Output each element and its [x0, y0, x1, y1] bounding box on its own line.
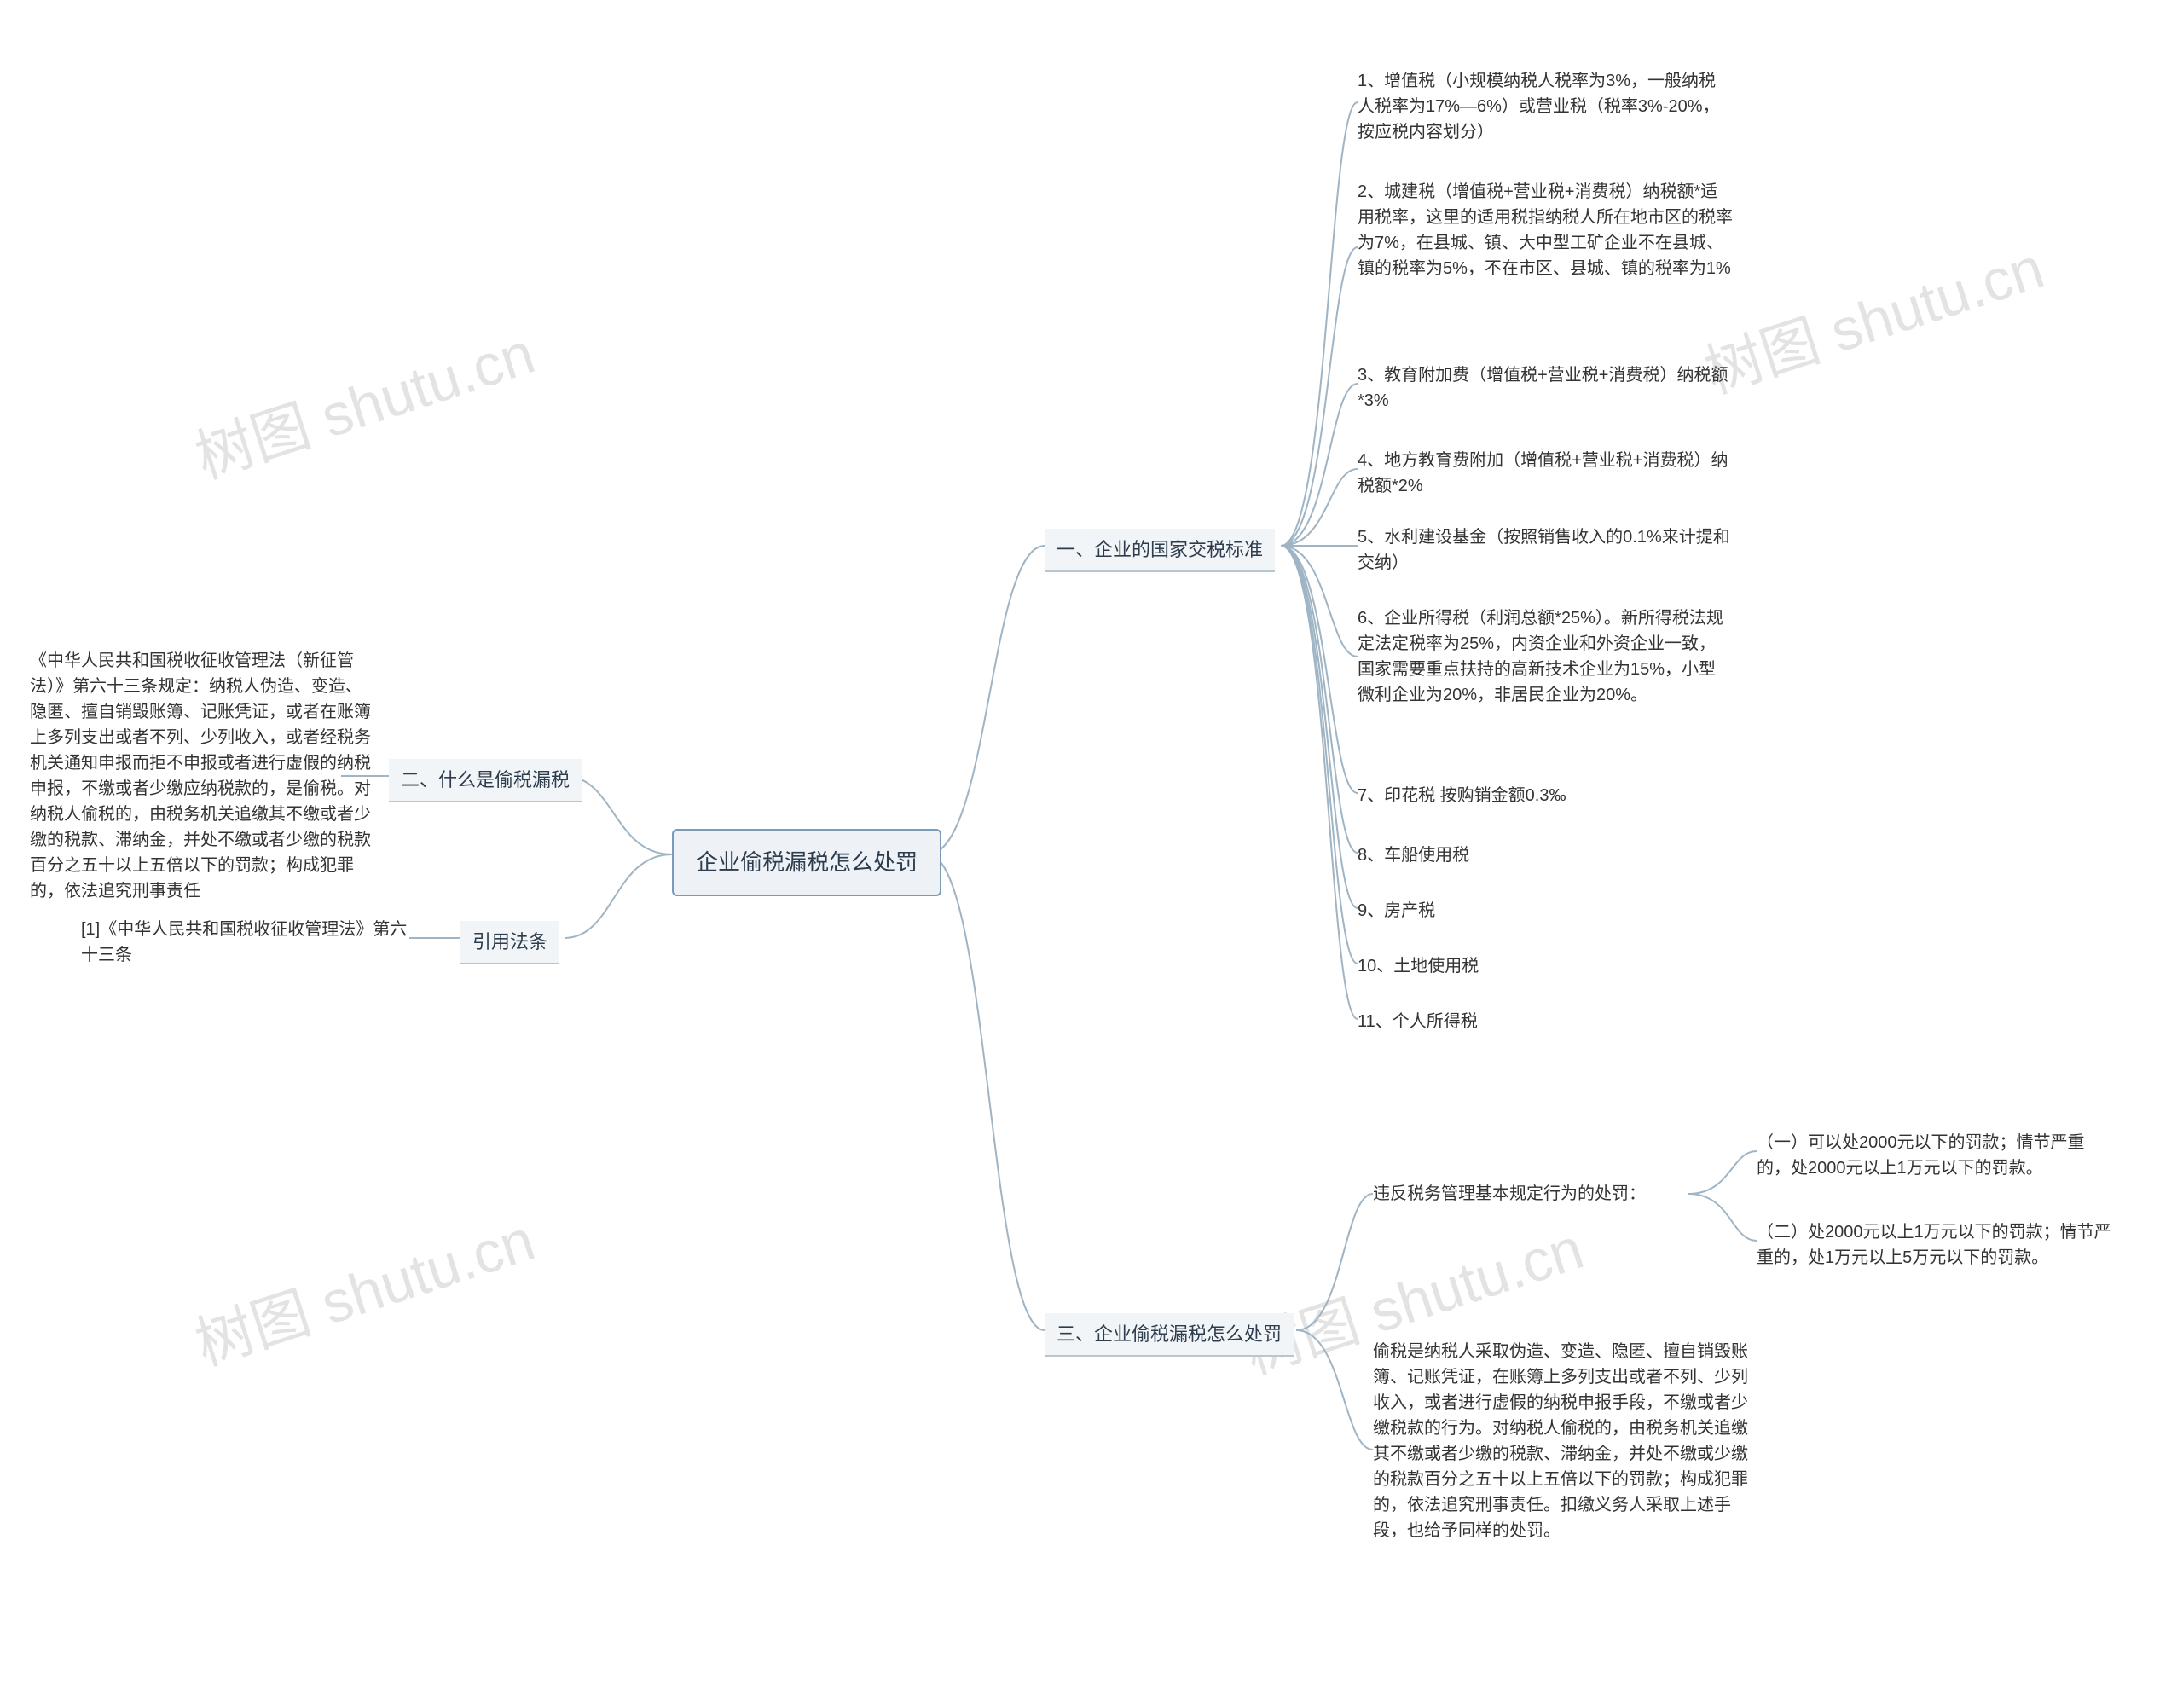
root-node: 企业偷税漏税怎么处罚 — [672, 829, 941, 896]
leaf-s2-text: 《中华人民共和国税收征收管理法（新征管法）》第六十三条规定：纳税人伪造、变造、隐… — [30, 648, 371, 904]
leaf-s1-1: 1、增值税（小规模纳税人税率为3%，一般纳税人税率为17%—6%）或营业税（税率… — [1358, 68, 1733, 145]
watermark: 树图 shutu.cn — [183, 306, 543, 495]
leaf-s1-10: 10、土地使用税 — [1358, 953, 1479, 979]
leaf-s3-sub1-2: （二）处2000元以上1万元以下的罚款；情节严重的，处1万元以上5万元以下的罚款… — [1757, 1219, 2115, 1271]
leaf-s1-6: 6、企业所得税（利润总额*25%）。新所得税法规定法定税率为25%，内资企业和外… — [1358, 605, 1733, 708]
branch-section1: 一、企业的国家交税标准 — [1045, 529, 1275, 572]
leaf-s1-11: 11、个人所得税 — [1358, 1009, 1478, 1034]
leaf-s1-3: 3、教育附加费（增值税+营业税+消费税）纳税额*3% — [1358, 362, 1733, 414]
branch-section3: 三、企业偷税漏税怎么处罚 — [1045, 1313, 1294, 1357]
branch-ref: 引用法条 — [460, 921, 559, 964]
leaf-s1-2: 2、城建税（增值税+营业税+消费税）纳税额*适用税率，这里的适用税指纳税人所在地… — [1358, 179, 1733, 281]
leaf-s3-sub2: 偷税是纳税人采取伪造、变造、隐匿、擅自销毁账簿、记账凭证，在账簿上多列支出或者不… — [1373, 1339, 1757, 1543]
leaf-s1-8: 8、车船使用税 — [1358, 842, 1469, 868]
leaf-ref-text: [1]《中华人民共和国税收征收管理法》第六十三条 — [81, 917, 414, 968]
leaf-s1-5: 5、水利建设基金（按照销售收入的0.1%来计提和交纳） — [1358, 524, 1733, 576]
leaf-s3-sub1: 违反税务管理基本规定行为的处罚： — [1373, 1181, 1680, 1207]
watermark: 树图 shutu.cn — [1693, 221, 2053, 409]
branch-section2: 二、什么是偷税漏税 — [389, 759, 582, 802]
watermark: 树图 shutu.cn — [183, 1193, 543, 1381]
leaf-s3-sub1-1: （一）可以处2000元以下的罚款；情节严重的，处2000元以上1万元以下的罚款。 — [1757, 1130, 2115, 1181]
leaf-s1-7: 7、印花税 按购销金额0.3‰ — [1358, 783, 1566, 808]
leaf-s1-9: 9、房产税 — [1358, 898, 1435, 923]
leaf-s1-4: 4、地方教育费附加（增值税+营业税+消费税）纳税额*2% — [1358, 448, 1733, 499]
